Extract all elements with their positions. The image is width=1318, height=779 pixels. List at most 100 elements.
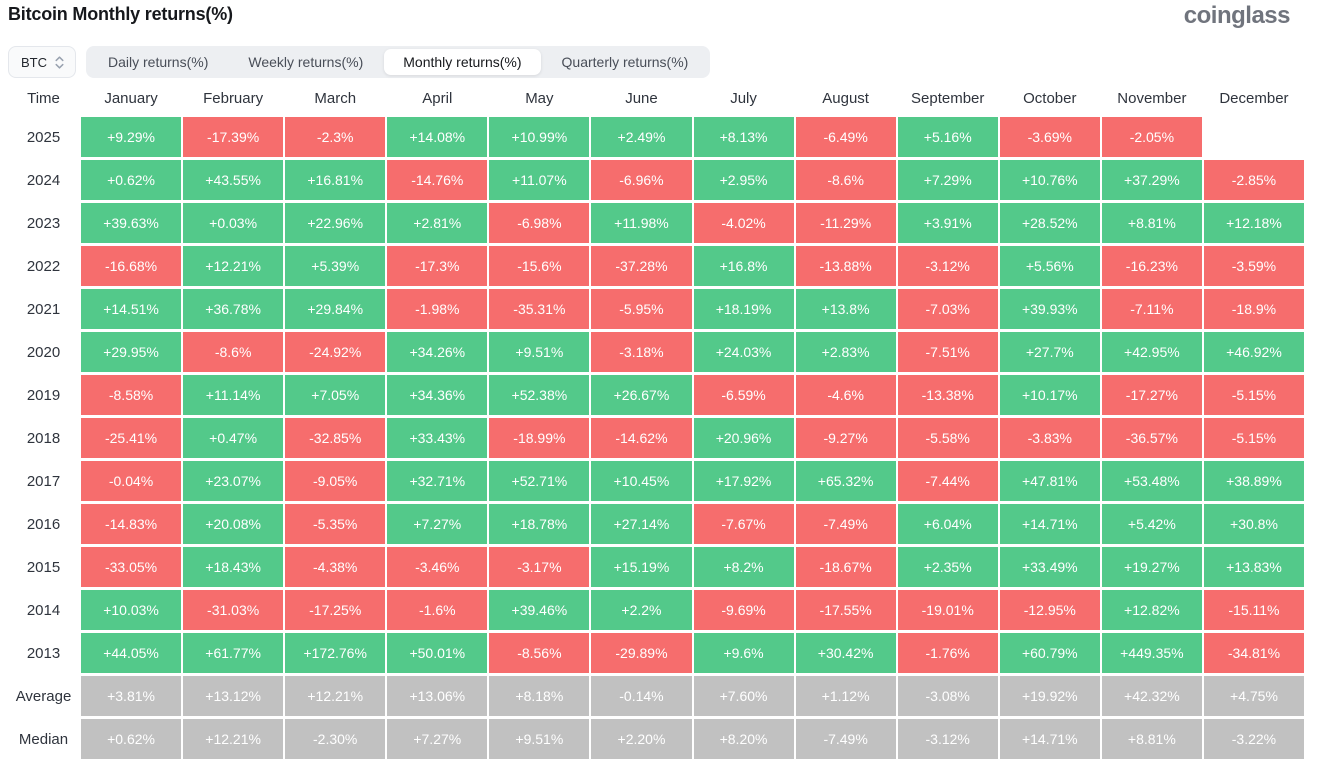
page-title: Bitcoin Monthly returns(%) <box>8 4 233 24</box>
return-cell: -12.95% <box>999 590 1100 630</box>
tab-daily-returns[interactable]: Daily returns(%) <box>108 54 209 70</box>
row-label: 2023 <box>26 214 61 232</box>
return-cell: -14.76% <box>387 160 488 200</box>
return-cell: +0.03% <box>183 203 284 243</box>
return-cell: +12.82% <box>1101 590 1202 630</box>
return-cell: +36.78% <box>183 289 284 329</box>
return-cell: +7.27% <box>387 719 488 759</box>
return-cell: +14.71% <box>999 719 1100 759</box>
return-cell: +15.19% <box>591 547 692 587</box>
return-cell: +8.81% <box>1101 719 1202 759</box>
return-cell: +5.16% <box>897 117 998 157</box>
return-cell: -2.30% <box>285 719 386 759</box>
return-cell: -17.3% <box>387 246 488 286</box>
return-cell: -3.12% <box>897 246 998 286</box>
return-cell: -17.55% <box>795 590 896 630</box>
return-cell: +8.81% <box>1101 203 1202 243</box>
return-cell: -34.81% <box>1203 633 1304 673</box>
return-cell: +52.71% <box>489 461 590 501</box>
return-cell: -5.15% <box>1203 375 1304 415</box>
return-cell: +23.07% <box>183 461 284 501</box>
tab-monthly-returns[interactable]: Monthly returns(%) <box>384 49 541 75</box>
return-cell: -29.89% <box>591 633 692 673</box>
column-header: January <box>104 90 158 107</box>
return-cell: -36.57% <box>1101 418 1202 458</box>
return-cell: +0.62% <box>81 160 182 200</box>
return-cell: +6.04% <box>897 504 998 544</box>
return-cell: +10.17% <box>999 375 1100 415</box>
return-cell: -14.62% <box>591 418 692 458</box>
return-cell: -5.95% <box>591 289 692 329</box>
return-cell: +60.79% <box>999 633 1100 673</box>
return-cell: +9.51% <box>489 332 590 372</box>
return-cell: +22.96% <box>285 203 386 243</box>
return-cell: -18.9% <box>1203 289 1304 329</box>
return-cell: +18.78% <box>489 504 590 544</box>
return-cell: +12.18% <box>1203 203 1304 243</box>
return-cell: +28.52% <box>999 203 1100 243</box>
return-cell: +14.71% <box>999 504 1100 544</box>
return-cell: +13.8% <box>795 289 896 329</box>
return-cell: -5.58% <box>897 418 998 458</box>
return-cell: -37.28% <box>591 246 692 286</box>
return-cell: +42.95% <box>1101 332 1202 372</box>
return-cell: -16.23% <box>1101 246 1202 286</box>
return-cell: +11.98% <box>591 203 692 243</box>
row-label: 2020 <box>26 343 61 361</box>
return-cell: +18.43% <box>183 547 284 587</box>
return-cell: +19.92% <box>999 676 1100 716</box>
return-cell: +14.08% <box>387 117 488 157</box>
updown-chevron-icon <box>54 55 65 70</box>
return-cell: +61.77% <box>183 633 284 673</box>
return-cell: +7.27% <box>387 504 488 544</box>
return-cell: +7.60% <box>693 676 794 716</box>
return-cell: +42.32% <box>1101 676 1202 716</box>
return-cell: +5.56% <box>999 246 1100 286</box>
row-label: 2024 <box>26 171 61 189</box>
return-cell: -18.99% <box>489 418 590 458</box>
return-cell: +2.49% <box>591 117 692 157</box>
tab-weekly-returns[interactable]: Weekly returns(%) <box>248 54 364 70</box>
return-cell: -14.83% <box>81 504 182 544</box>
return-cell: +5.42% <box>1101 504 1202 544</box>
return-cell: -2.85% <box>1203 160 1304 200</box>
tab-bar: Daily returns(%) Weekly returns(%) Month… <box>86 46 711 78</box>
return-cell: +50.01% <box>387 633 488 673</box>
row-label: 2014 <box>26 601 61 619</box>
return-cell: +30.42% <box>795 633 896 673</box>
coin-selector[interactable]: BTC <box>8 46 76 78</box>
return-cell: -8.6% <box>795 160 896 200</box>
return-cell: -3.59% <box>1203 246 1304 286</box>
column-header: November <box>1117 90 1187 107</box>
return-cell: -17.27% <box>1101 375 1202 415</box>
return-cell: -7.44% <box>897 461 998 501</box>
topbar: Bitcoin Monthly returns(%) coinglass <box>0 0 1318 42</box>
return-cell: +3.81% <box>81 676 182 716</box>
return-cell: -35.31% <box>489 289 590 329</box>
coin-selector-value: BTC <box>21 54 47 70</box>
return-cell: +13.12% <box>183 676 284 716</box>
return-cell: -17.39% <box>183 117 284 157</box>
return-cell: +7.29% <box>897 160 998 200</box>
return-cell: +10.03% <box>81 590 182 630</box>
return-cell: -17.25% <box>285 590 386 630</box>
row-label: 2022 <box>26 257 61 275</box>
return-cell: +18.19% <box>693 289 794 329</box>
return-cell: +9.29% <box>81 117 182 157</box>
return-cell: -8.6% <box>183 332 284 372</box>
return-cell: +11.07% <box>489 160 590 200</box>
return-cell: +10.45% <box>591 461 692 501</box>
return-cell: -9.69% <box>693 590 794 630</box>
return-cell: -1.98% <box>387 289 488 329</box>
return-cell: +0.62% <box>81 719 182 759</box>
return-cell: +8.13% <box>693 117 794 157</box>
return-cell: +17.92% <box>693 461 794 501</box>
return-cell: -15.11% <box>1203 590 1304 630</box>
return-cell: +27.14% <box>591 504 692 544</box>
return-cell: -7.49% <box>795 719 896 759</box>
row-label: 2013 <box>26 644 61 662</box>
return-cell: -3.17% <box>489 547 590 587</box>
tab-quarterly-returns[interactable]: Quarterly returns(%) <box>561 54 689 70</box>
return-cell: -7.11% <box>1101 289 1202 329</box>
return-cell: +44.05% <box>81 633 182 673</box>
